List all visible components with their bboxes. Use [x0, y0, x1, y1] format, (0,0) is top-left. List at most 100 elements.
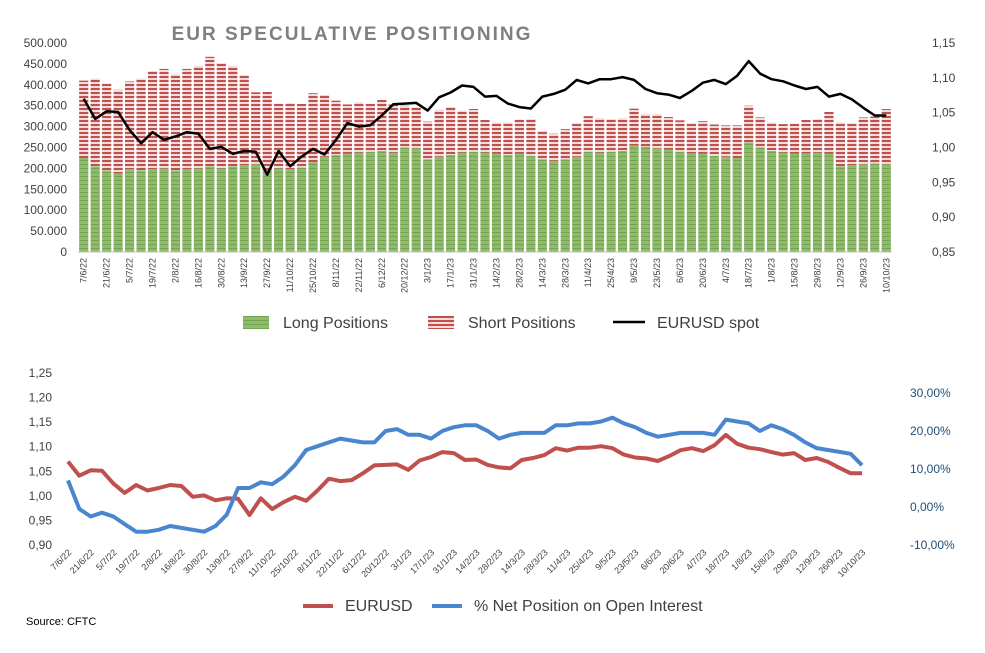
y-left-tick: 100.000: [24, 203, 68, 217]
y-right-tick: 20,00%: [910, 424, 951, 438]
short-bar: [560, 129, 570, 160]
short-bar: [468, 109, 479, 152]
long-bar: [308, 162, 318, 252]
long-bar: [698, 153, 708, 252]
y-left-tick: 250.000: [24, 141, 68, 155]
y-left-tick: 450.000: [24, 57, 68, 71]
x-tick-label: 29/8/23: [812, 258, 822, 288]
long-bar: [193, 168, 203, 252]
x-tick-label: 28/3/23: [522, 547, 550, 575]
long-bar: [640, 146, 651, 252]
eurusd-net-position-chart: 0,90 0,95 1,00 1,05 1,10 1,15 1,20 1,25 -10,00% 0…: [29, 366, 955, 615]
x-tick-label: 3/1/23: [423, 258, 433, 283]
y-left-tick: 350.000: [24, 99, 68, 113]
eurusd-line: [66, 432, 862, 517]
y-left-tick: 0,90: [29, 538, 53, 552]
x-tick-label: 13/9/22: [204, 547, 232, 575]
y-right-tick: -10,00%: [910, 538, 955, 552]
x-tick-label: 23/5/23: [612, 547, 640, 575]
long-bar: [90, 166, 100, 252]
x-tick-label: 21/6/22: [102, 258, 112, 288]
x-tick-label: 16/8/22: [193, 258, 203, 288]
y-left-tick: 500.000: [24, 36, 68, 50]
long-bar: [102, 170, 112, 252]
long-bar: [686, 153, 696, 252]
x-tick-label: 23/5/23: [652, 258, 662, 288]
long-bar: [721, 156, 731, 252]
legend-short-swatch: [428, 316, 454, 329]
short-bar: [90, 78, 100, 167]
legend-spot-label: EURUSD spot: [657, 315, 760, 332]
short-bar: [526, 119, 536, 156]
x-tick-label: 10/10/23: [881, 258, 891, 293]
short-bar: [870, 116, 880, 164]
x-tick-label: 31/1/23: [431, 547, 459, 575]
x-tick-label: 9/5/23: [629, 258, 639, 283]
x-tick-label: 16/8/22: [159, 547, 187, 575]
long-bar: [629, 145, 639, 252]
source-note: Source: CFTC: [26, 616, 97, 628]
long-bar: [239, 165, 249, 252]
long-bar: [365, 151, 375, 252]
short-bar: [388, 104, 398, 153]
short-bar: [549, 133, 559, 161]
short-bar: [709, 124, 719, 156]
long-bar: [778, 152, 788, 252]
long-bar: [812, 152, 823, 252]
long-bar: [514, 153, 524, 252]
y-left-tick: 1,15: [29, 415, 53, 429]
y-right-tick: 1,15: [932, 36, 956, 50]
short-bar: [147, 71, 158, 170]
short-bar: [182, 68, 192, 170]
short-bar: [698, 121, 708, 154]
x-tick-label: 6/6/23: [675, 258, 685, 283]
short-bar: [480, 119, 490, 153]
long-bar: [331, 155, 341, 252]
long-bar: [572, 156, 582, 252]
x-tick-label: 14/3/23: [537, 258, 547, 288]
long-bar: [824, 153, 834, 252]
legend-long-label: Long Positions: [283, 315, 388, 332]
short-bar: [789, 123, 800, 154]
long-bar: [503, 155, 513, 252]
y-right-tick: 10,00%: [910, 462, 951, 476]
short-bar: [629, 108, 639, 146]
x-tick-label: 25/4/23: [606, 258, 616, 288]
short-bar: [411, 107, 421, 149]
x-tick-label: 11/10/22: [285, 258, 295, 292]
y-left-tick: 50.000: [30, 224, 67, 238]
legend-net-label: % Net Position on Open Interest: [474, 598, 703, 615]
long-bar: [388, 152, 398, 252]
long-bar: [480, 152, 490, 252]
legend-short-label: Short Positions: [468, 315, 576, 332]
short-bar: [136, 78, 146, 171]
x-tick-label: 28/2/23: [476, 547, 504, 575]
short-bar: [755, 117, 765, 148]
short-bar: [342, 104, 353, 154]
x-tick-label: 2/8/22: [170, 258, 180, 283]
short-bar: [847, 123, 857, 166]
short-bar: [434, 109, 444, 157]
short-bar: [744, 105, 754, 143]
long-bar: [617, 150, 628, 252]
long-bar: [354, 152, 364, 252]
title-backing: [168, 18, 536, 46]
long-bar: [663, 149, 674, 252]
short-bar: [365, 103, 375, 152]
short-bar: [274, 103, 284, 169]
short-bar: [583, 116, 593, 152]
long-bar: [789, 153, 800, 252]
x-tick-label: 7/6/22: [79, 258, 89, 283]
x-tick-label: 19/7/22: [113, 547, 141, 575]
short-bar: [308, 93, 318, 163]
short-bar: [675, 120, 685, 152]
short-bar: [205, 56, 215, 167]
x-tick-label: 13/9/22: [239, 258, 249, 288]
x-tick-label: 19/7/22: [148, 258, 158, 288]
long-bar: [744, 142, 754, 252]
short-bar: [159, 68, 169, 169]
short-bar: [732, 125, 742, 158]
short-bar: [858, 117, 868, 165]
long-bar: [342, 153, 353, 252]
x-tick-label: 8/11/22: [331, 258, 341, 287]
